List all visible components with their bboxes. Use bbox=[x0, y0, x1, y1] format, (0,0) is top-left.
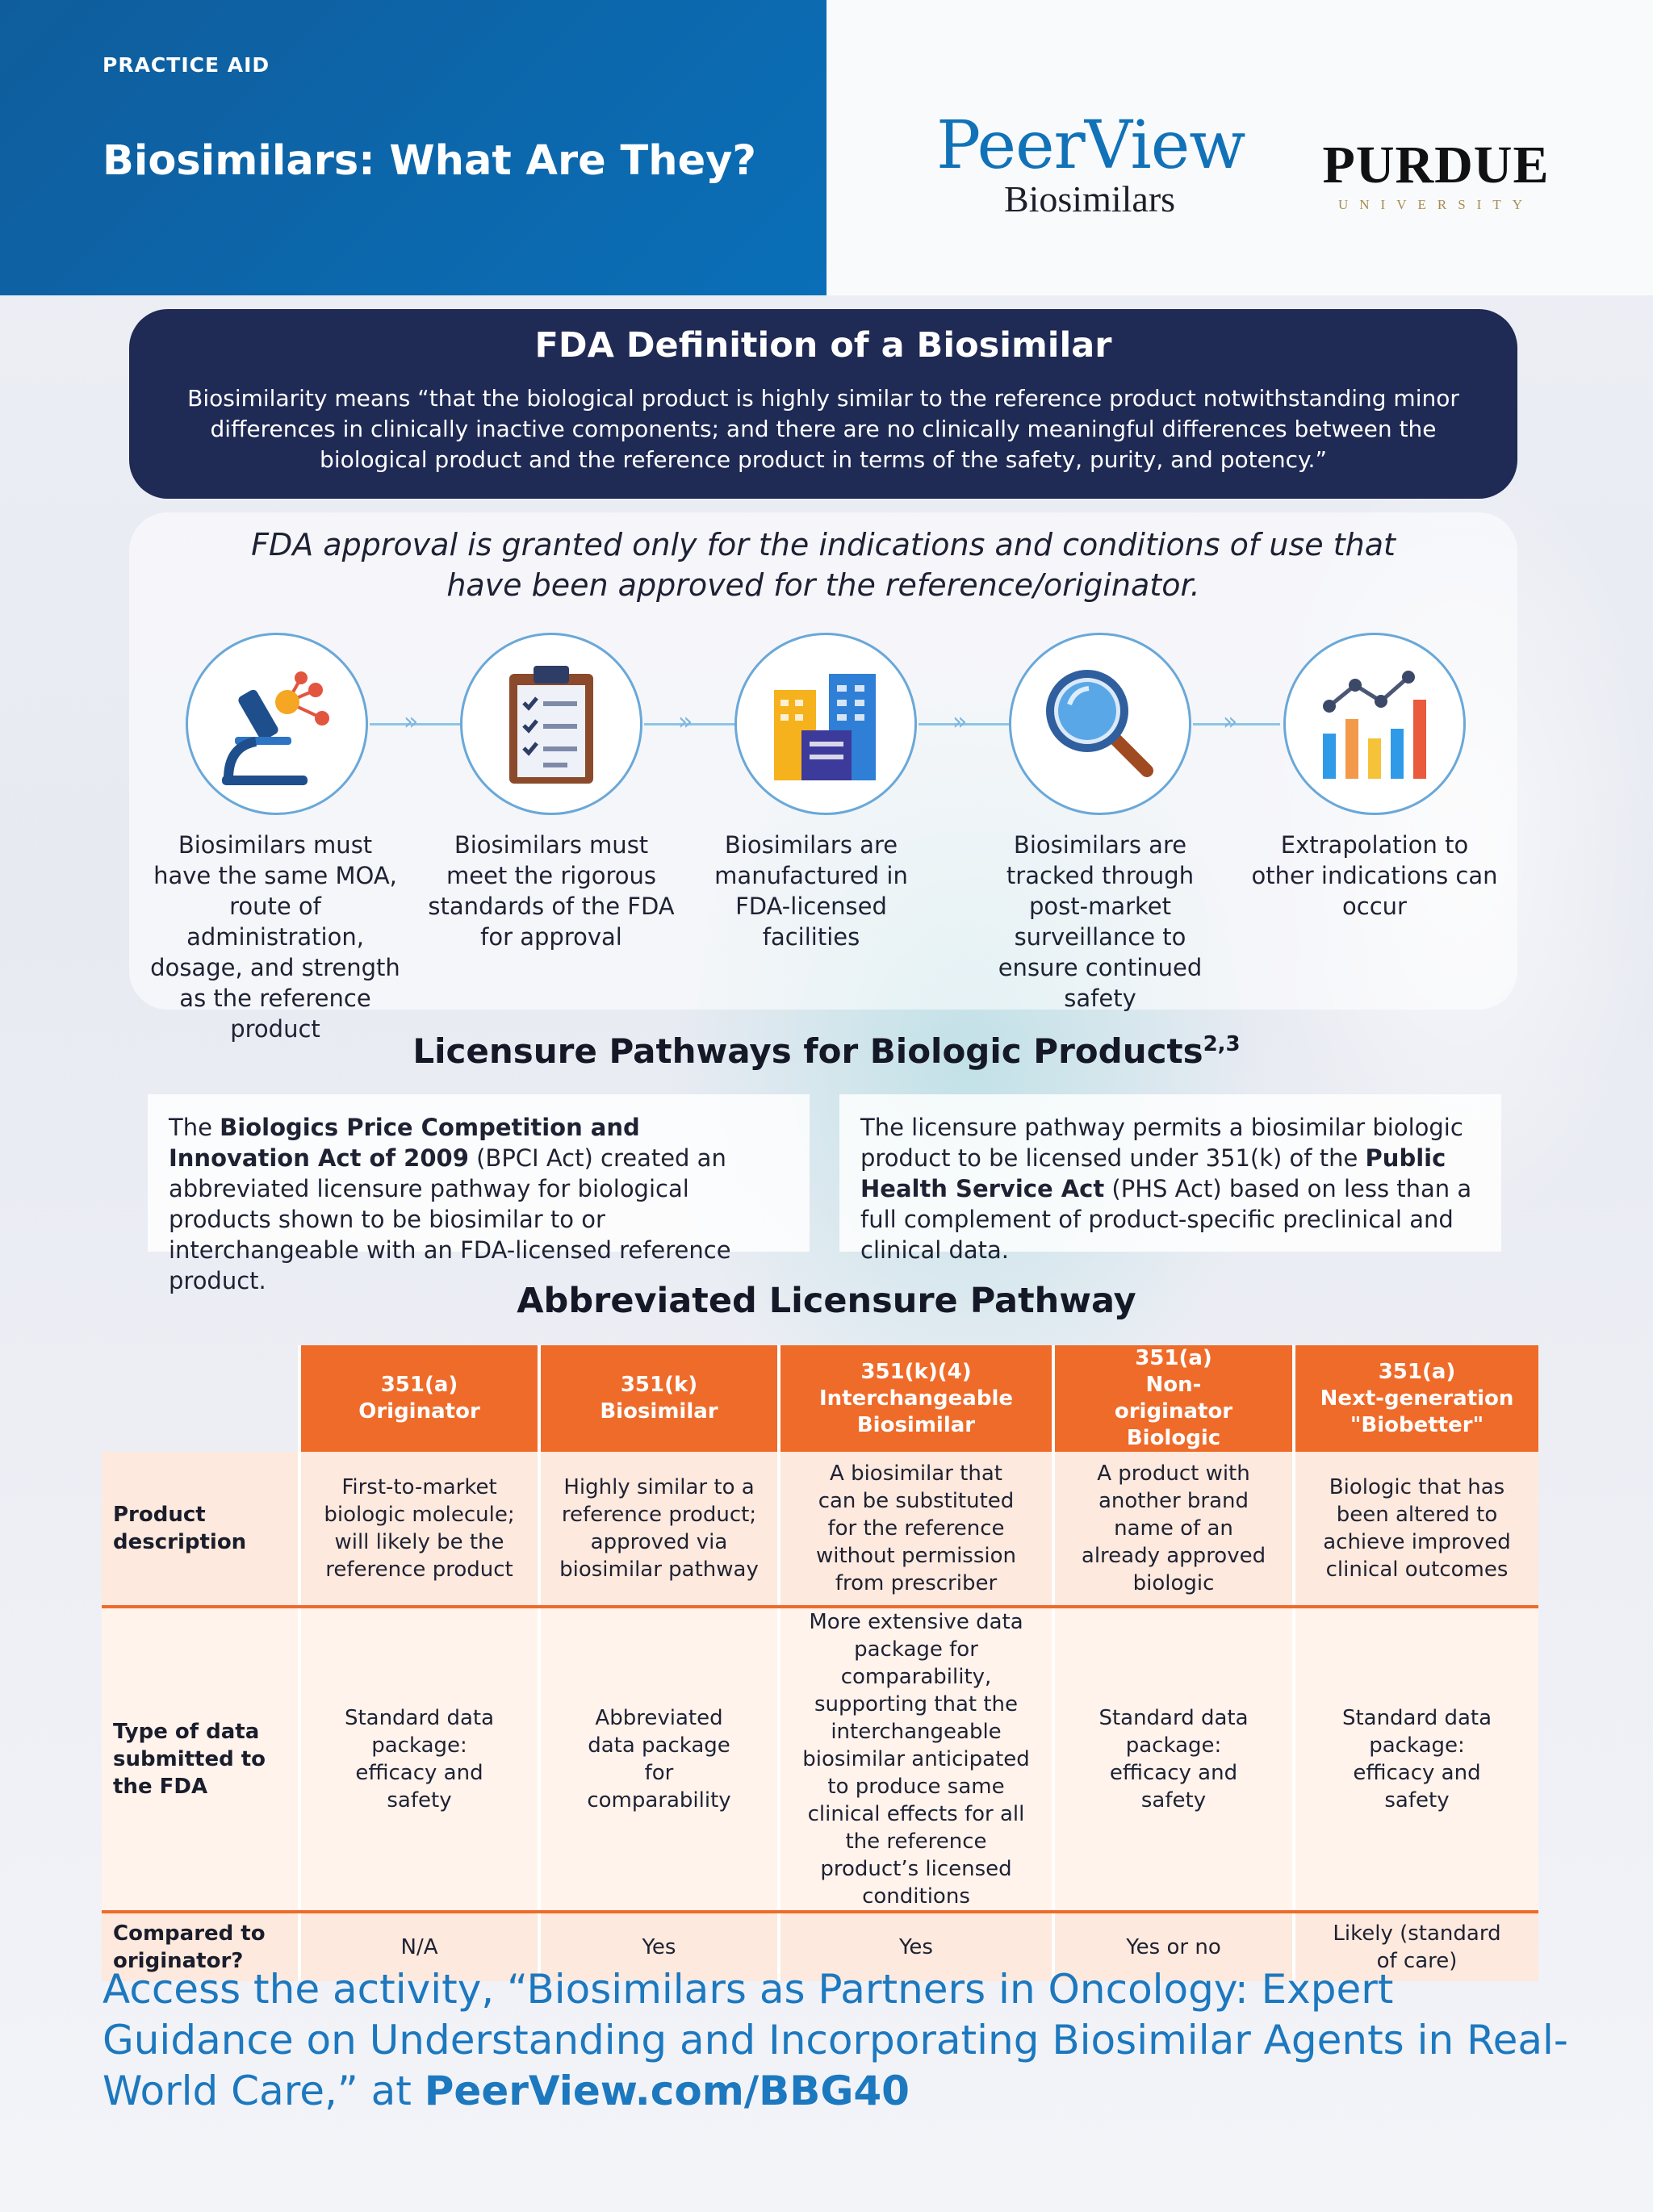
access-text: Access the activity, “Biosimilars as Par… bbox=[103, 1966, 1568, 2114]
licensure-right-text-end: (PHS Act) based on less than a full comp… bbox=[860, 1175, 1472, 1264]
magnifying-glass-icon bbox=[1046, 670, 1153, 777]
phs-act-name: Public Health Service Act bbox=[860, 1144, 1446, 1202]
column-header: 351(a) Originator bbox=[298, 1345, 539, 1452]
column-header: 351(a) Non-originator Biologic bbox=[1052, 1345, 1294, 1452]
step-2-text: Biosimilars must meet the rigorous stand… bbox=[428, 831, 675, 951]
step-connector bbox=[1193, 723, 1280, 725]
step-connector bbox=[644, 723, 739, 725]
clipboard-checklist-icon bbox=[509, 666, 593, 784]
fda-definition-title: FDA Definition of a Biosimilar bbox=[534, 325, 1112, 366]
column-name: Non-originator Biologic bbox=[1114, 1373, 1233, 1450]
step-4-text: Biosimilars are tracked through post-mar… bbox=[998, 831, 1203, 1012]
row-label: Type of data submitted to the FDA bbox=[102, 1607, 299, 1913]
bpci-act-name: Biologics Price Competition and Innovati… bbox=[169, 1114, 640, 1172]
column-name: Interchangeable Biosimilar bbox=[819, 1386, 1013, 1437]
licensure-left-box: The Biologics Price Competition and Inno… bbox=[148, 1094, 810, 1294]
step-3-text: Biosimilars are manufactured in FDA-lice… bbox=[714, 831, 908, 951]
step-1-text: Biosimilars must have the same MOA, rout… bbox=[150, 831, 400, 1043]
row-label: Compared to originator? bbox=[102, 1912, 299, 1981]
column-code: 351(a) bbox=[1135, 1346, 1212, 1370]
licensure-right-text: The licensure pathway permits a biosimil… bbox=[860, 1114, 1463, 1172]
table-cell: Biologic that has been altered to achiev… bbox=[1292, 1452, 1538, 1608]
licensure-left-text: The bbox=[169, 1114, 220, 1141]
table-cell: Yes bbox=[777, 1912, 1053, 1981]
buildings-icon bbox=[774, 674, 876, 780]
column-code: 351(k)(4) bbox=[860, 1359, 972, 1384]
chevron-right-icon: » bbox=[952, 708, 968, 736]
column-name: Originator bbox=[358, 1399, 480, 1424]
licensure-left-text-end: (BPCI Act) created an abbreviated licens… bbox=[169, 1144, 731, 1294]
table-corner bbox=[102, 1345, 299, 1452]
microscope-molecule-icon bbox=[222, 671, 329, 785]
access-activity-text: Access the activity, “Biosimilars as Par… bbox=[103, 1964, 1571, 2117]
chevron-right-icon: » bbox=[404, 708, 419, 736]
step-2-circle bbox=[460, 633, 642, 815]
table-cell: First-to-market biologic molecule; will … bbox=[298, 1452, 539, 1608]
licensure-title: Licensure Pathways for Biologic Products… bbox=[0, 1031, 1653, 1071]
fda-definition-text: Biosimilarity means “that the biological… bbox=[187, 385, 1459, 473]
licensure-pathway-table: 351(a) Originator 351(k) Biosimilar 351(k)… bbox=[102, 1345, 1538, 1981]
header-band bbox=[0, 0, 826, 295]
chevron-right-icon: » bbox=[1223, 708, 1238, 736]
licensure-title-text: Licensure Pathways for Biologic Products bbox=[412, 1031, 1203, 1071]
page-title: Biosimilars: What Are They? bbox=[103, 137, 756, 185]
column-name: Next-generation "Biobetter" bbox=[1320, 1386, 1514, 1437]
licensure-right-box: The licensure pathway permits a biosimil… bbox=[839, 1094, 1501, 1264]
column-header: 351(k) Biosimilar bbox=[538, 1345, 779, 1452]
approval-statement: FDA approval is granted only for the ind… bbox=[251, 527, 1396, 603]
abbreviated-pathway-title: Abbreviated Licensure Pathway bbox=[517, 1281, 1136, 1321]
table-cell: Standard data package: efficacy and safe… bbox=[298, 1607, 539, 1913]
step-5-text: Extrapolation to other indications can o… bbox=[1251, 831, 1498, 920]
purdue-logo: PURDUE UNIVERSITY bbox=[1320, 139, 1551, 213]
header-logo-area bbox=[826, 0, 1653, 295]
table-cell: Yes or no bbox=[1052, 1912, 1294, 1981]
step-connector bbox=[370, 723, 465, 725]
column-header: 351(a) Next-generation "Biobetter" bbox=[1292, 1345, 1538, 1452]
activity-link[interactable]: PeerView.com/BBG40 bbox=[424, 2068, 910, 2114]
table-cell: Standard data package: efficacy and safe… bbox=[1292, 1607, 1538, 1913]
practice-aid-tag: PRACTICE AID bbox=[103, 53, 270, 77]
peerview-logo: PeerView Biosimilars bbox=[936, 107, 1245, 220]
column-header: 351(k)(4) Interchangeable Biosimilar bbox=[777, 1345, 1053, 1452]
purdue-logo-sub: UNIVERSITY bbox=[1338, 197, 1534, 212]
step-1-circle bbox=[186, 633, 368, 815]
step-4-circle bbox=[1009, 633, 1191, 815]
table-cell: More extensive data package for comparab… bbox=[777, 1607, 1053, 1913]
table-cell: A product with another brand name of an … bbox=[1052, 1452, 1294, 1608]
table-cell: Highly similar to a reference product; a… bbox=[538, 1452, 779, 1608]
table-cell: A biosimilar that can be substituted for… bbox=[777, 1452, 1053, 1608]
step-3-circle bbox=[734, 633, 917, 815]
chevron-right-icon: » bbox=[678, 708, 693, 736]
table-cell: Abbreviated data package for comparabili… bbox=[538, 1607, 779, 1913]
step-connector bbox=[919, 723, 1014, 725]
table-cell: Standard data package: efficacy and safe… bbox=[1052, 1607, 1294, 1913]
table-cell: Likely (standard of care) bbox=[1292, 1912, 1538, 1981]
column-code: 351(a) bbox=[380, 1373, 458, 1397]
step-5-circle bbox=[1283, 633, 1466, 815]
table-row: Product description First-to-market biol… bbox=[102, 1452, 1538, 1608]
table-row: Type of data submitted to the FDA Standa… bbox=[102, 1607, 1538, 1913]
table-cell: Yes bbox=[538, 1912, 779, 1981]
peerview-logo-word: PeerView bbox=[936, 107, 1245, 184]
purdue-logo-word: PURDUE bbox=[1322, 136, 1550, 194]
licensure-title-refs: 2,3 bbox=[1203, 1032, 1241, 1056]
table-cell: N/A bbox=[298, 1912, 539, 1981]
bar-line-chart-icon bbox=[1323, 671, 1426, 779]
column-code: 351(k) bbox=[620, 1373, 698, 1397]
peerview-logo-sub: Biosimilars bbox=[1003, 178, 1176, 220]
column-code: 351(a) bbox=[1378, 1359, 1456, 1384]
column-name: Biosimilar bbox=[600, 1399, 718, 1424]
table-row: Compared to originator? N/A Yes Yes Yes … bbox=[102, 1912, 1538, 1981]
fda-definition-box: FDA Definition of a Biosimilar Biosimila… bbox=[129, 309, 1517, 499]
row-label: Product description bbox=[102, 1452, 299, 1608]
